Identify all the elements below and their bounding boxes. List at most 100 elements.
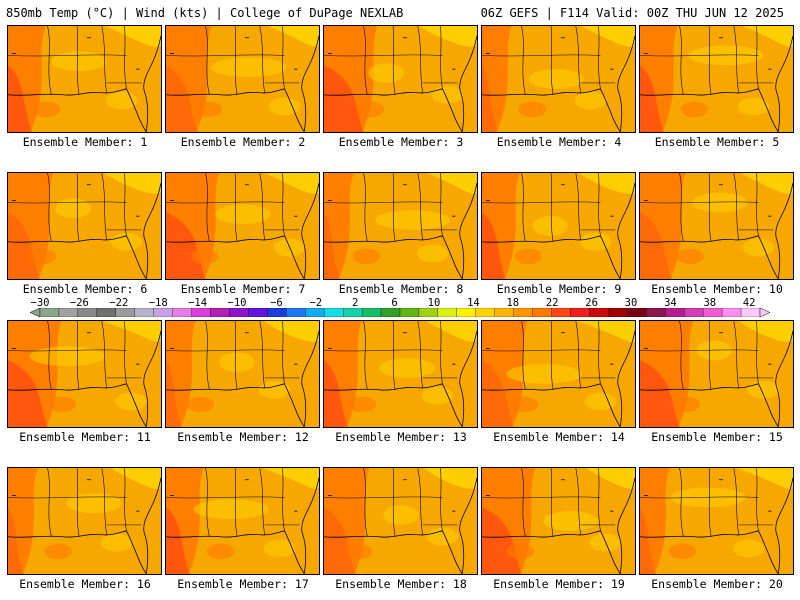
colorbar-segment [361,308,382,317]
colorbar-segment [740,308,761,317]
colorbar-tick-label: −22 [109,297,129,309]
ensemble-member-map [639,25,794,133]
ensemble-member-label: Ensemble Member: 17 [177,577,309,591]
ensemble-member-label: Ensemble Member: 8 [338,282,464,296]
ensemble-member-label: Ensemble Member: 10 [651,282,783,296]
colorbar-segment [418,308,439,317]
ensemble-member-map [165,172,320,280]
colorbar-segment [324,308,344,317]
colorbar-tick-label: 10 [427,297,441,309]
colorbar-segment [267,308,287,317]
ensemble-member-map [165,25,320,133]
ensemble-member-map [165,320,320,428]
colorbar-segment [608,308,628,317]
ensemble-member-map [481,320,636,428]
colorbar-tick-label: −10 [227,297,247,309]
ensemble-member-label: Ensemble Member: 3 [338,135,464,149]
ensemble-member-label: Ensemble Member: 18 [335,577,467,591]
colorbar-segment [343,308,363,317]
colorbar-tick-label: 6 [391,297,398,309]
ensemble-member-label: Ensemble Member: 15 [651,430,783,444]
colorbar-segment [551,308,571,317]
ensemble-member-map [481,172,636,280]
colorbar-tick-label: −2 [309,297,323,309]
colorbar-segment [96,308,116,317]
colorbar-segment [437,308,457,317]
colorbar-tick-label: −26 [69,297,89,309]
colorbar-segment [134,308,154,317]
ensemble-member-label: Ensemble Member: 6 [22,282,148,296]
colorbar-segment [570,308,590,317]
colorbar-segment [665,308,685,317]
colorbar-segment [305,308,325,317]
colorbar-segment [77,308,97,317]
colorbar-tick-label: −18 [148,297,168,309]
colorbar-tick-label: −30 [30,297,50,309]
colorbar-segment [380,308,401,317]
colorbar-segment [191,308,211,317]
colorbar-segment [646,308,666,317]
colorbar-tick-label: 42 [742,297,756,309]
ensemble-member-label: Ensemble Member: 4 [496,135,622,149]
colorbar-segment [286,308,306,317]
colorbar-tick-label: −14 [188,297,208,309]
colorbar-tick-label: −6 [270,297,283,309]
colorbar-segment [627,308,647,317]
ensemble-member-label: Ensemble Member: 9 [496,282,622,296]
temperature-colorbar [30,308,770,317]
colorbar-segment [475,308,495,317]
colorbar-segment [532,308,552,317]
colorbar-segment [248,308,268,317]
ensemble-member-map [323,172,478,280]
colorbar-segment [721,308,742,317]
ensemble-member-map [323,320,478,428]
colorbar-segment [210,308,230,317]
ensemble-member-label: Ensemble Member: 19 [493,577,625,591]
ensemble-member-map [165,467,320,575]
ensemble-member-map [639,467,794,575]
colorbar-segment [703,308,723,317]
colorbar-segment [399,308,420,317]
ensemble-member-map [481,467,636,575]
ensemble-member-map [481,25,636,133]
colorbar-segment [39,308,60,317]
map-title: 850mb Temp (°C) | Wind (kts) | College o… [6,6,404,20]
colorbar-segment [589,308,609,317]
colorbar-tick-label: 18 [506,297,520,309]
colorbar-segment [115,308,135,317]
ensemble-member-label: Ensemble Member: 13 [335,430,467,444]
ensemble-member-map [7,172,162,280]
ensemble-member-label: Ensemble Member: 1 [22,135,148,149]
ensemble-member-label: Ensemble Member: 11 [19,430,151,444]
ensemble-member-map [7,25,162,133]
colorbar-tick-label: 14 [467,297,480,309]
colorbar-tick-label: 22 [545,297,559,309]
ensemble-member-label: Ensemble Member: 7 [180,282,306,296]
colorbar-tick-label: 30 [624,297,638,309]
colorbar-segment [58,308,79,317]
colorbar-tick-label: 34 [664,297,677,309]
colorbar-segment [684,308,704,317]
ensemble-member-map [7,467,162,575]
colorbar-tick-label: 2 [352,297,359,309]
ensemble-member-label: Ensemble Member: 16 [19,577,151,591]
colorbar-segment [456,308,476,317]
ensemble-member-map [323,467,478,575]
ensemble-member-label: Ensemble Member: 5 [654,135,780,149]
colorbar-segment [229,308,249,317]
ensemble-member-map [639,172,794,280]
colorbar-segment [494,308,514,317]
colorbar-segment [172,308,192,317]
ensemble-member-label: Ensemble Member: 14 [493,430,625,444]
ensemble-member-label: Ensemble Member: 12 [177,430,309,444]
colorbar-tick-label: 38 [703,297,717,309]
ensemble-member-label: Ensemble Member: 20 [651,577,783,591]
ensemble-member-map [323,25,478,133]
colorbar-segment [153,308,173,317]
ensemble-member-label: Ensemble Member: 2 [180,135,306,149]
colorbar-segment [513,308,533,317]
run-valid-time: 06Z GEFS | F114 Valid: 00Z THU JUN 12 20… [480,6,784,20]
ensemble-member-map [639,320,794,428]
ensemble-member-map [7,320,162,428]
colorbar-tick-label: 26 [585,297,598,309]
